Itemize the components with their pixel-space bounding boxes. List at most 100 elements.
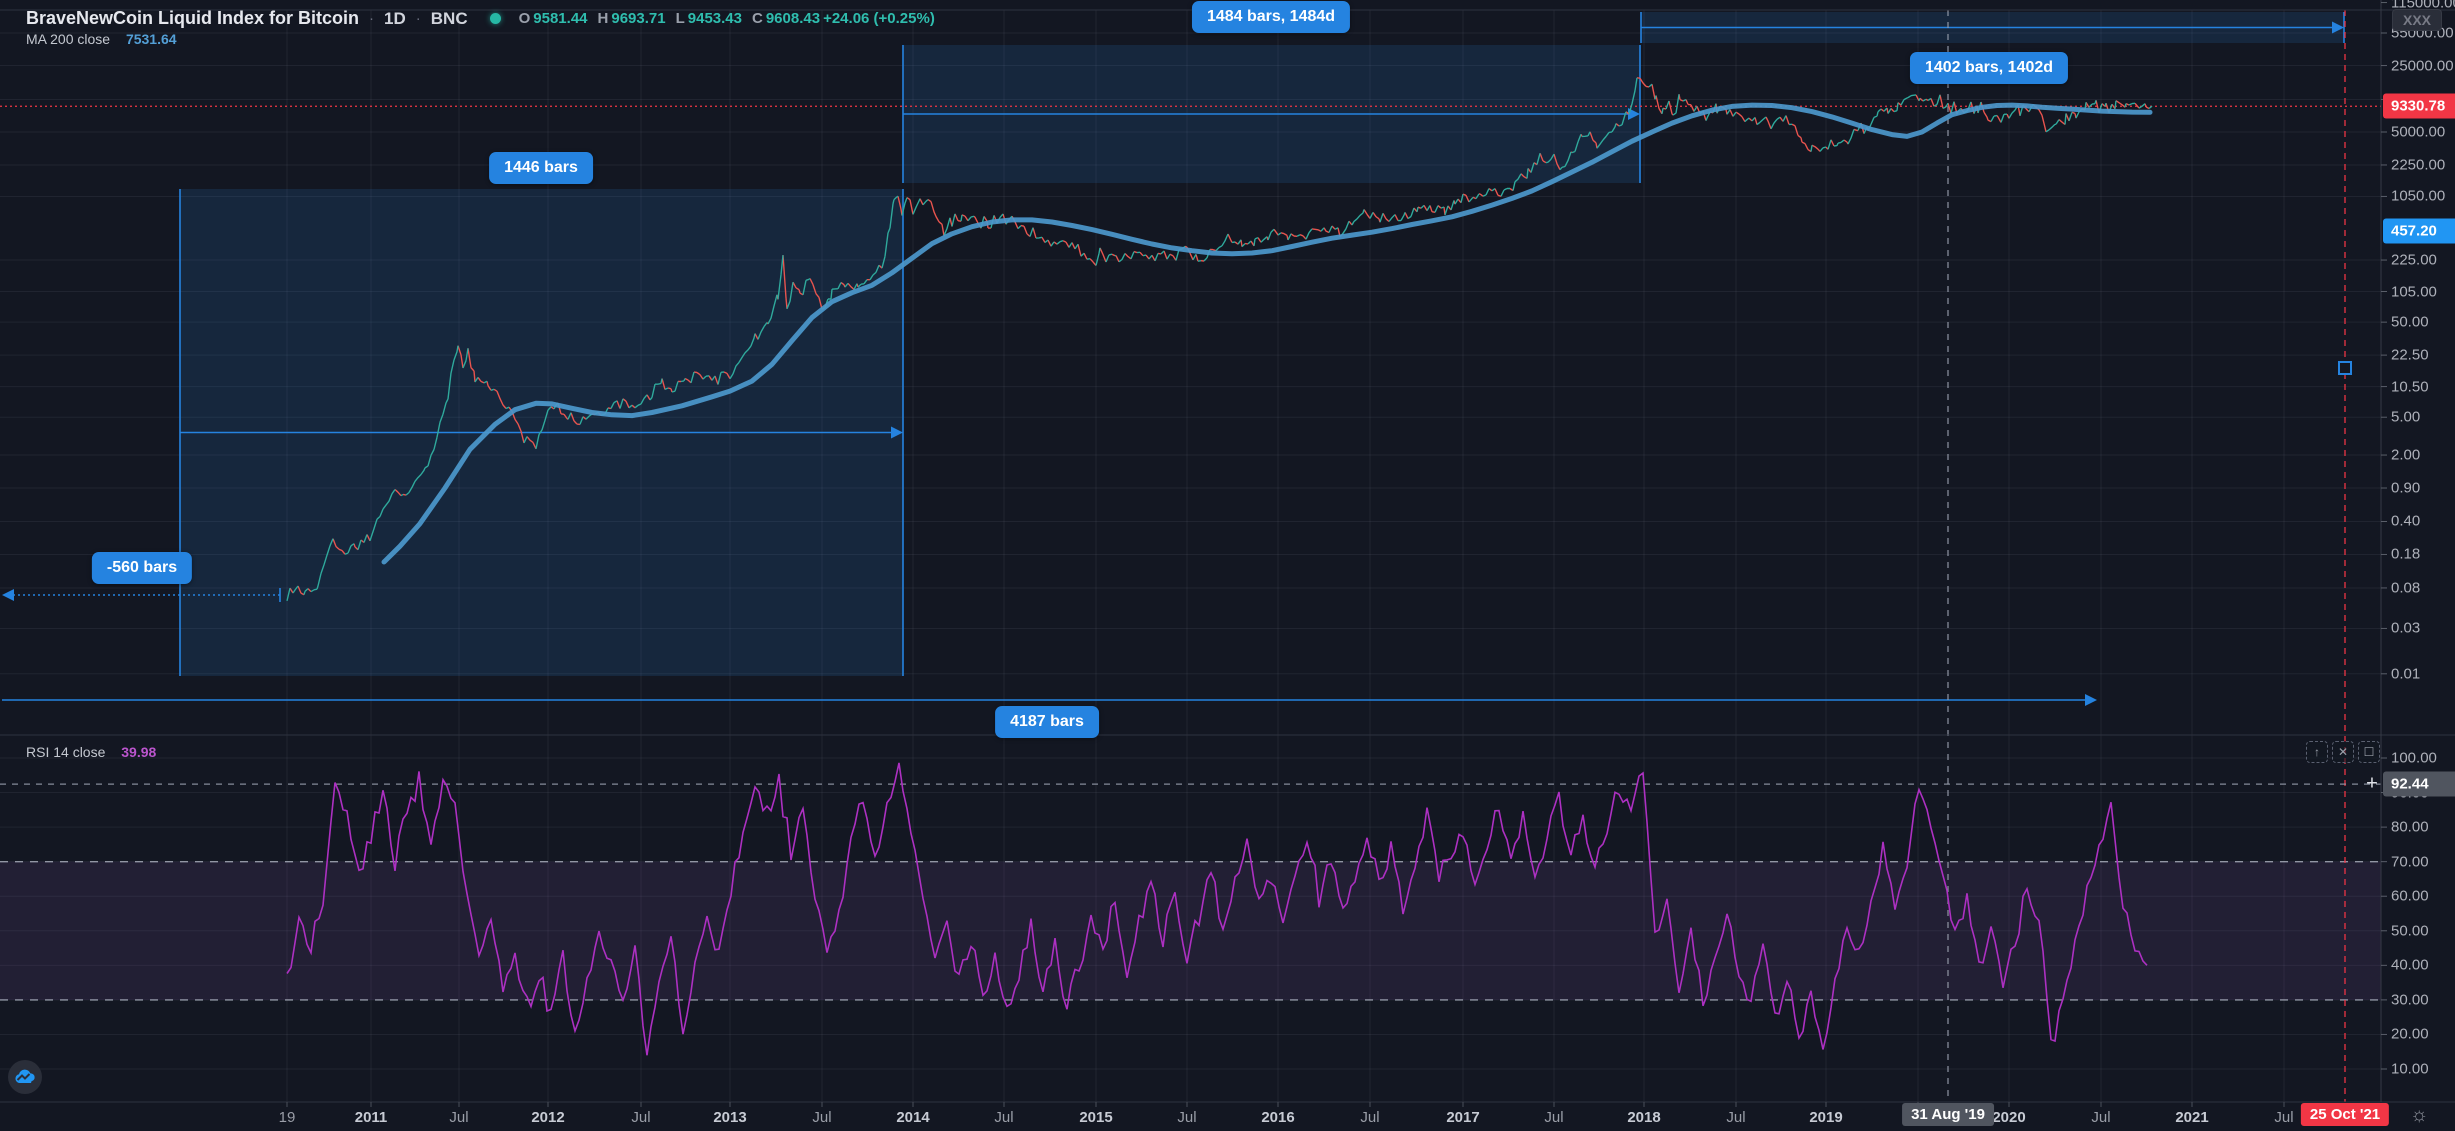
price-tick-label: 25000.00	[2391, 57, 2454, 75]
time-tick-label: 2012	[531, 1109, 565, 1126]
current-price-label: 9330.78	[2383, 93, 2455, 119]
price-tick-label: 5.00	[2391, 408, 2421, 426]
price-tick-label: 0.18	[2391, 545, 2421, 563]
time-tick-label: 19	[278, 1109, 296, 1126]
tradingview-logo-button[interactable]	[8, 1060, 42, 1094]
price-tick-label: 105.00	[2391, 283, 2437, 300]
grid-lines	[0, 10, 2381, 1102]
price-tick-label: 0.40	[2391, 512, 2421, 530]
legend-separator: ·	[415, 10, 421, 27]
ma-indicator-value: 7531.64	[125, 31, 177, 47]
drawing-handle[interactable]	[2338, 361, 2352, 375]
time-tick-label: 2020	[1992, 1109, 2026, 1126]
time-tick-label: 2019	[1809, 1109, 1843, 1126]
time-tick-label: 2015	[1079, 1109, 1113, 1126]
rsi-tick-label: 40.00	[2391, 956, 2429, 974]
rsi-indicator-legend[interactable]: RSI 14 close 39.98	[26, 744, 156, 760]
close-value: 9608.43	[765, 10, 821, 27]
close-pane-button[interactable]: ✕	[2332, 741, 2354, 763]
ma-200-line	[381, 102, 2153, 565]
time-tick-label: 2016	[1261, 1109, 1295, 1126]
price-tick-label: 0.03	[2391, 619, 2421, 637]
time-tick-label: 2011	[354, 1109, 388, 1126]
time-tick-label: 2014	[896, 1109, 930, 1126]
price-tick-label: 2.00	[2391, 446, 2421, 464]
price-candles-series	[286, 77, 2153, 602]
time-tick-label: 2018	[1627, 1109, 1661, 1126]
move-pane-up-button[interactable]: ↑	[2306, 741, 2328, 763]
muted-price-label: XXX	[2392, 9, 2443, 31]
time-tick-label: Jul	[449, 1109, 469, 1126]
open-label: O	[518, 10, 531, 27]
price-tick-label: 50.00	[2391, 313, 2429, 331]
rsi-tick-label: 80.00	[2391, 818, 2429, 836]
price-scale[interactable]: 115000.0055000.0025000.0011000.005000.00…	[2381, 0, 2455, 1102]
price-tick-label: 225.00	[2391, 251, 2437, 269]
rsi-indicator-title[interactable]: RSI 14 close	[26, 744, 106, 760]
time-tick-label: Jul	[631, 1109, 651, 1126]
selected-date-label: 25 Oct '21	[2300, 1103, 2390, 1126]
rsi-tick-label: 50.00	[2391, 922, 2429, 940]
time-tick-label: Jul	[994, 1109, 1014, 1126]
rsi-tick-label: 60.00	[2391, 887, 2429, 905]
price-tick-label: 0.90	[2391, 479, 2421, 497]
rsi-line	[286, 762, 2148, 1056]
rsi-tick-label: 20.00	[2391, 1025, 2429, 1043]
date-range-label-2014-2018[interactable]: 1484 bars, 1484d	[1191, 1, 1351, 33]
rsi-crosshair-label: 92.44	[2383, 771, 2455, 797]
time-tick-label: 2013	[713, 1109, 747, 1126]
time-tick-label: Jul	[2091, 1109, 2111, 1126]
rsi-tick-label: 30.00	[2391, 991, 2429, 1009]
high-label: H	[597, 10, 609, 27]
ma-indicator-legend[interactable]: MA 200 close 7531.64	[26, 31, 177, 47]
crosshair-date-label: 31 Aug '19	[1902, 1103, 1994, 1126]
date-range-label-2018-2021[interactable]: 1402 bars, 1402d	[1909, 52, 2069, 84]
price-tick-label: 1050.00	[2391, 187, 2446, 205]
open-value: 9581.44	[533, 10, 588, 27]
time-tick-label: Jul	[1177, 1109, 1197, 1126]
time-tick-label: Jul	[1360, 1109, 1380, 1126]
exchange-label[interactable]: BNC	[430, 8, 468, 28]
theme-sun-icon[interactable]: ☼	[2410, 1104, 2429, 1126]
time-tick-label: 2021	[2175, 1109, 2209, 1126]
timeframe-label[interactable]: 1D	[384, 8, 406, 28]
low-label: L	[675, 10, 685, 27]
rsi-30-70-band	[0, 861, 2381, 1000]
price-level-label: 457.20	[2383, 218, 2455, 244]
time-tick-label: Jul	[1726, 1109, 1746, 1126]
maximize-pane-button[interactable]: ☐	[2358, 741, 2380, 763]
market-status-dot[interactable]	[489, 13, 501, 24]
legend-separator: ·	[369, 10, 375, 27]
close-label: C	[752, 10, 763, 27]
time-tick-label: Jul	[812, 1109, 832, 1126]
price-tick-label: 0.08	[2391, 579, 2421, 597]
rsi-tick-label: 70.00	[2391, 853, 2429, 871]
price-tick-label: 10.50	[2391, 378, 2429, 396]
time-tick-label: Jul	[2274, 1109, 2294, 1126]
low-value: 9453.43	[687, 10, 742, 27]
date-range-drawings[interactable]	[2, 12, 2345, 706]
pane-controls: ↑ ✕ ☐	[2306, 741, 2380, 763]
rsi-tick-label: 10.00	[2391, 1060, 2429, 1078]
price-tick-label: 5000.00	[2391, 123, 2446, 141]
change-value: +24.06 (+0.25%)	[823, 10, 935, 27]
date-range-label-2010-2014[interactable]: 1446 bars	[489, 152, 593, 184]
symbol-legend-row[interactable]: BraveNewCoin Liquid Index for Bitcoin · …	[26, 8, 935, 29]
chart-title[interactable]: BraveNewCoin Liquid Index for Bitcoin	[26, 8, 360, 28]
bars-back-measure-label[interactable]: -560 bars	[91, 552, 193, 584]
total-bars-measure-label[interactable]: 4187 bars	[995, 706, 1099, 738]
rsi-indicator-value: 39.98	[121, 744, 157, 760]
price-tick-label: 22.50	[2391, 346, 2429, 364]
price-tick-label: 0.01	[2391, 665, 2421, 683]
high-value: 9693.71	[611, 10, 666, 27]
time-tick-label: 2017	[1446, 1109, 1480, 1126]
ma-indicator-title[interactable]: MA 200 close	[26, 31, 111, 47]
price-tick-label: 115000.00	[2391, 0, 2455, 12]
rsi-tick-label: 100.00	[2391, 749, 2437, 767]
time-tick-label: Jul	[1544, 1109, 1564, 1126]
time-scale[interactable]: 19 2011 Jul 2012 Jul 2013 Jul 2014 Jul 2015 Jul 201…	[0, 1102, 2455, 1131]
ohlc-values: O 9581.44 H 9693.71 L 9453.43 C 9608.43 +24.…	[519, 10, 935, 27]
cloud-chart-icon	[15, 1069, 35, 1083]
